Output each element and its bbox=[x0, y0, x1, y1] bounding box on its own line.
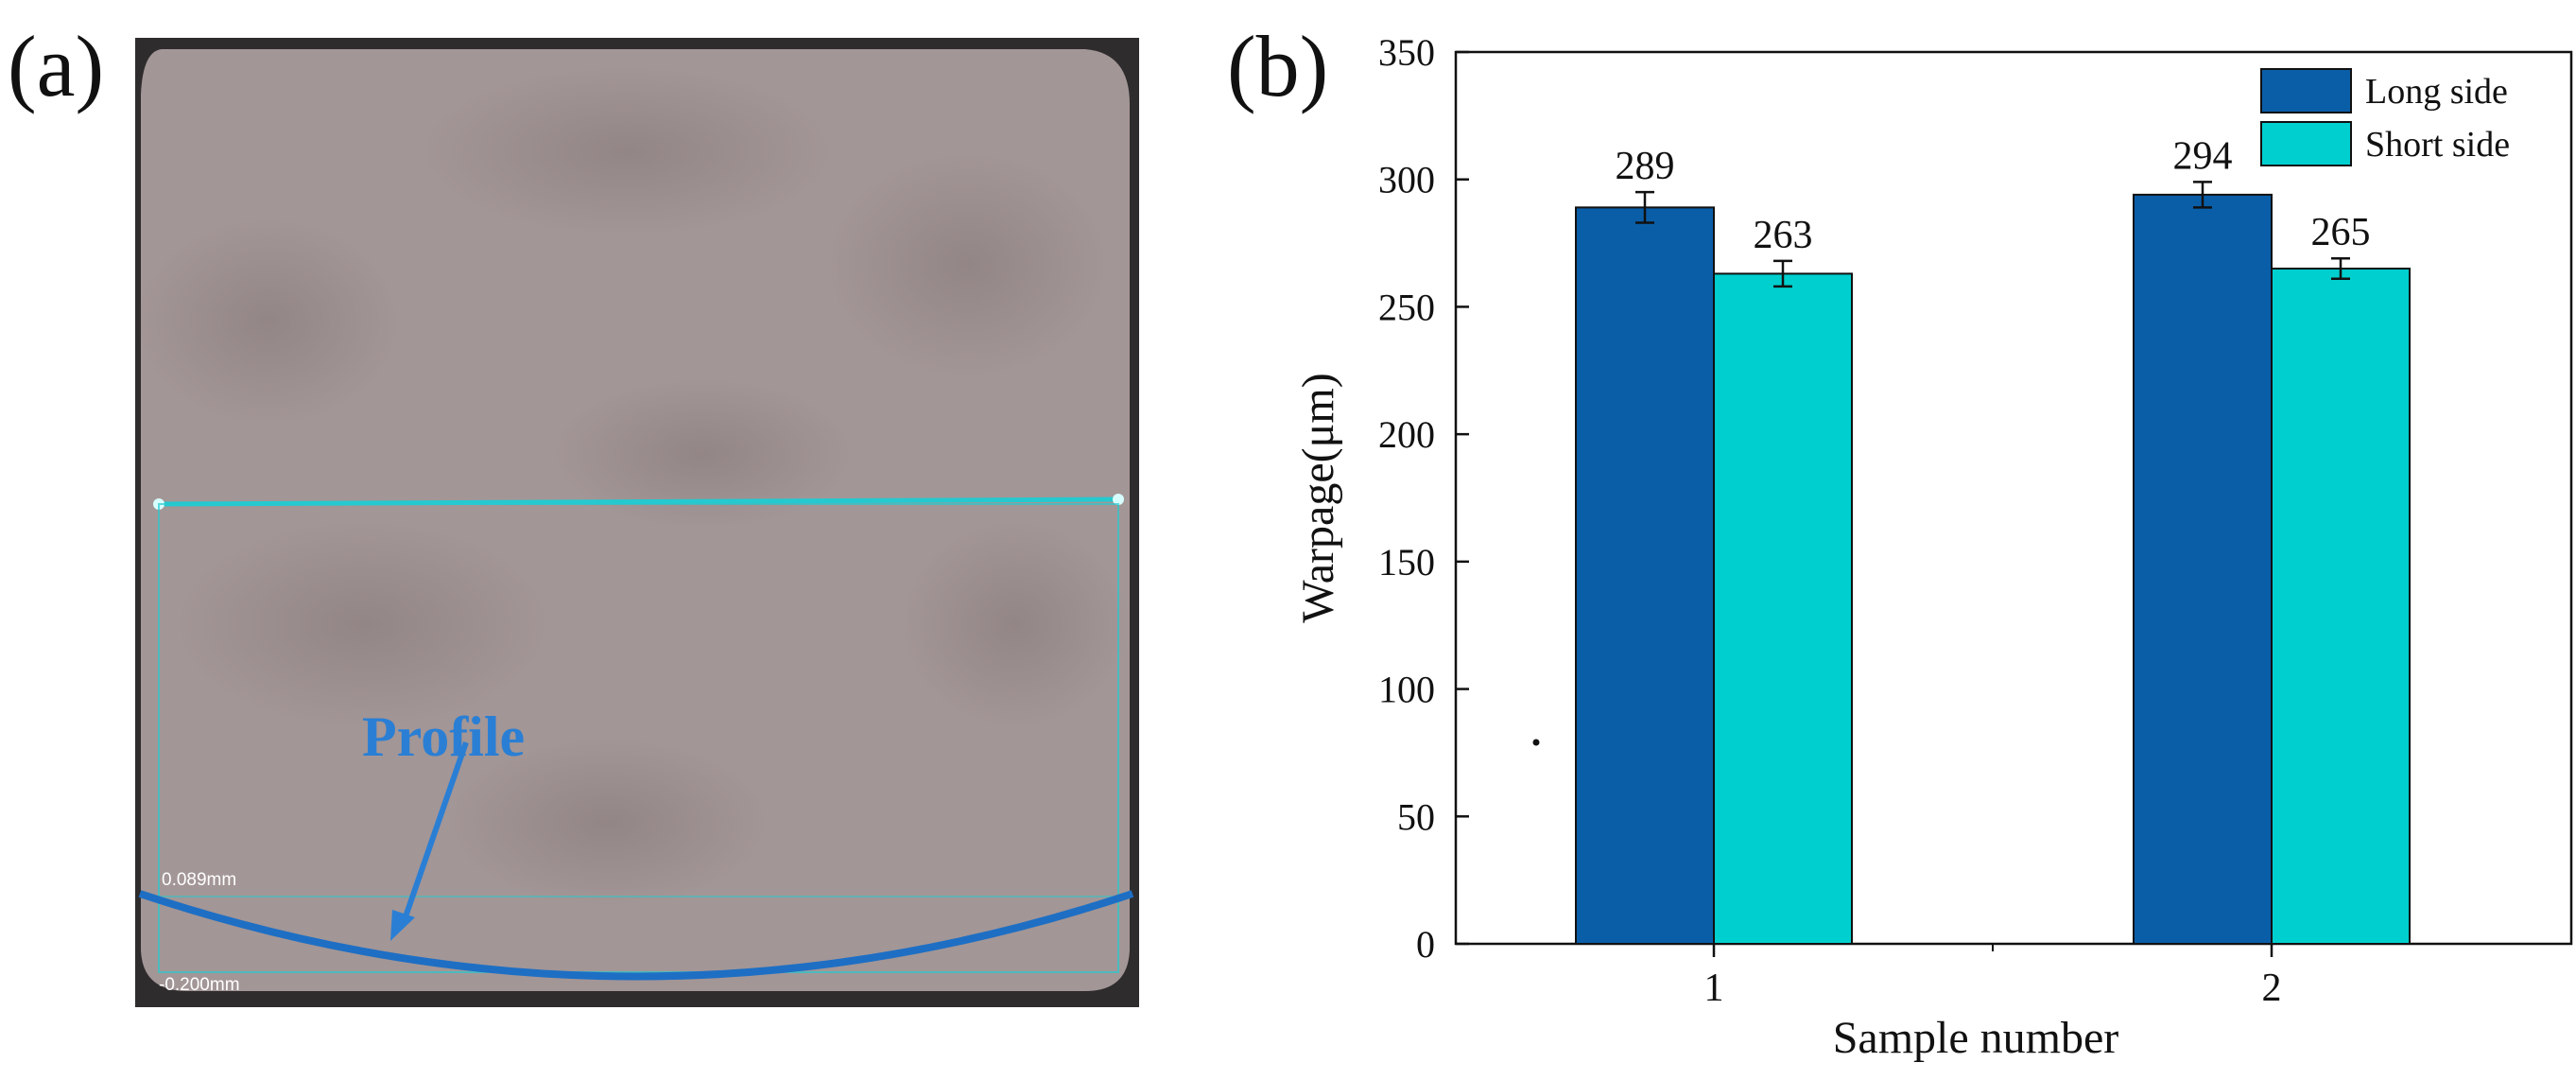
y-tick-label: 100 bbox=[1378, 669, 1435, 711]
data-label: 265 bbox=[2311, 211, 2371, 254]
micrograph-panel: 0.089mm -0.200mm Profile bbox=[135, 38, 1139, 1007]
profile-arrow bbox=[401, 741, 469, 923]
legend-label: Short side bbox=[2365, 125, 2510, 165]
y-tick-label: 200 bbox=[1378, 413, 1435, 456]
y-tick-label: 250 bbox=[1378, 286, 1435, 328]
panel-label-a: (a) bbox=[8, 18, 105, 114]
profile-annotation: Profile bbox=[362, 705, 526, 768]
y-tick-label: 150 bbox=[1378, 541, 1435, 584]
data-label: 263 bbox=[1754, 214, 1813, 257]
profile-box bbox=[158, 503, 1119, 973]
bar-long-side bbox=[2133, 193, 2273, 945]
scale-top-label: 0.089mm bbox=[162, 870, 237, 890]
y-axis-label: Warpage(μm) bbox=[1293, 373, 1343, 622]
bar-short-side bbox=[1713, 272, 1853, 946]
panel-label-b: (b) bbox=[1227, 18, 1329, 114]
stray-dot bbox=[1532, 739, 1540, 746]
bar-long-side bbox=[1575, 206, 1715, 945]
data-label: 289 bbox=[1616, 145, 1675, 188]
micrograph-image bbox=[135, 49, 1134, 991]
y-tick-label: 50 bbox=[1397, 795, 1435, 838]
profile-curve bbox=[138, 890, 1134, 981]
x-tick-label: 1 bbox=[1704, 967, 1724, 1010]
data-label: 294 bbox=[2173, 134, 2233, 178]
bar-short-side bbox=[2271, 268, 2411, 945]
scale-bottom-label: -0.200mm bbox=[159, 975, 240, 995]
legend-swatch bbox=[2260, 68, 2352, 113]
x-tick-label: 2 bbox=[2262, 967, 2282, 1010]
legend-label: Long side bbox=[2365, 72, 2508, 112]
y-tick-label: 0 bbox=[1416, 923, 1435, 966]
x-axis-label: Sample number bbox=[1833, 1013, 2119, 1063]
warpage-bar-chart: 0 50 100 150 200 250 300 350 1 289 263 2 294 265 Sampl… bbox=[1293, 31, 2573, 1063]
y-tick-label: 350 bbox=[1378, 31, 1435, 74]
y-tick-label: 300 bbox=[1378, 159, 1435, 201]
plot-frame bbox=[1454, 50, 2573, 946]
legend-swatch bbox=[2260, 121, 2352, 166]
